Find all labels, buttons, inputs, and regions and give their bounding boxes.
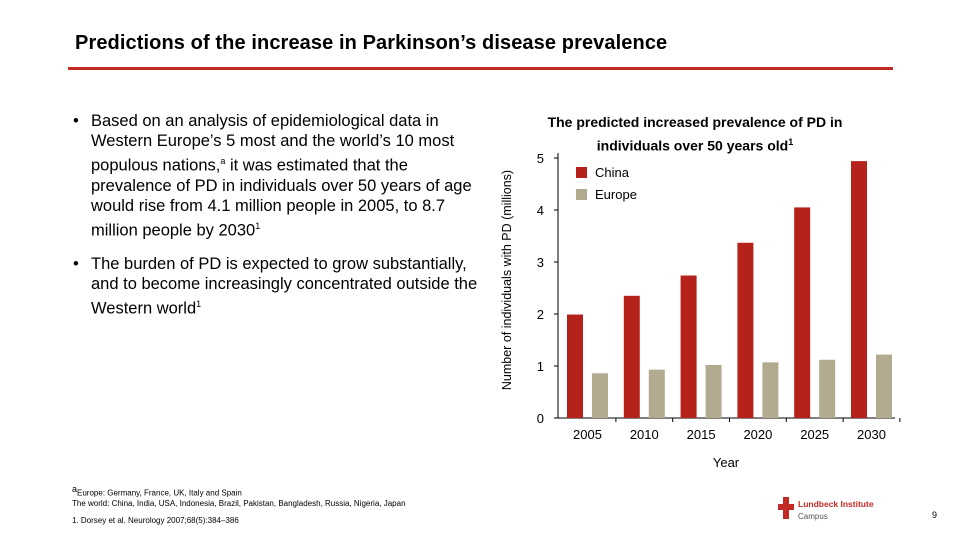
bar-china-2020 (737, 242, 754, 418)
x-axis-label: Year (713, 455, 740, 470)
y-tick-label: 4 (537, 203, 544, 218)
footnote-europe: aEurope: Germany, France, UK, Italy and … (72, 484, 242, 498)
bullet-marker: • (73, 255, 79, 273)
y-tick-label: 3 (537, 255, 544, 270)
legend-label-europe: Europe (595, 187, 637, 202)
logo-text-line2: Campus (798, 512, 828, 521)
title-divider (68, 67, 893, 70)
y-tick-label: 1 (537, 359, 544, 374)
bullet-text: Based on an analysis of epidemiological … (91, 112, 455, 175)
chart-title-reference: 1 (788, 137, 794, 147)
logo-text-line1: Lundbeck Institute (798, 499, 874, 509)
red-cross-icon (778, 497, 794, 519)
bullet-text: The burden of PD is expected to grow sub… (91, 255, 478, 318)
page-number: 9 (932, 510, 938, 520)
footnote-definitions: aEurope: Germany, France, UK, Italy and … (72, 484, 406, 509)
bullet-list: • Based on an analysis of epidemiologica… (73, 111, 478, 333)
bar-china-2030 (851, 161, 867, 418)
legend-swatch-europe (576, 189, 587, 200)
x-tick-label: 2015 (687, 427, 716, 442)
x-tick-label: 2010 (630, 427, 659, 442)
y-tick-label: 5 (537, 151, 544, 166)
x-tick-label: 2020 (743, 427, 772, 442)
slide-title: Predictions of the increase in Parkinson… (75, 32, 668, 54)
bar-china-2005 (567, 314, 583, 418)
bar-europe-2025 (819, 359, 836, 418)
x-tick-label: 2005 (573, 427, 602, 442)
bar-china-2025 (794, 207, 811, 418)
legend-swatch-china (576, 167, 587, 178)
footnote-world: The world: China, India, USA, Indonesia,… (72, 498, 406, 508)
lundbeck-logo: Lundbeck Institute Campus (778, 497, 874, 521)
chart-title: The predicted increased prevalence of PD… (547, 114, 843, 154)
bar-china-2015 (680, 275, 697, 418)
bar-europe-2020 (762, 362, 779, 418)
x-tick-label: 2025 (800, 427, 829, 442)
y-tick-label: 0 (537, 411, 544, 426)
bullet-marker: • (73, 112, 79, 130)
bar-europe-2010 (648, 369, 665, 418)
bar-europe-2030 (876, 354, 892, 418)
legend-label-china: China (595, 165, 630, 180)
x-tick-label: 2030 (857, 427, 886, 442)
bar-europe-2015 (705, 364, 722, 418)
bullet-reference: 1 (255, 220, 261, 231)
bullet-text-cont: it was estimated that the prevalence of … (91, 156, 472, 240)
bullet-superscript: a (220, 156, 226, 166)
bullet-item: • The burden of PD is expected to grow s… (73, 254, 478, 319)
bar-europe-2005 (592, 373, 608, 418)
bar-china-2010 (623, 295, 640, 418)
bullet-reference: 1 (196, 299, 202, 309)
y-tick-label: 2 (537, 307, 544, 322)
bullet-item: • Based on an analysis of epidemiologica… (73, 111, 478, 240)
footnote-reference: 1. Dorsey et al. Neurology 2007;68(5):38… (72, 516, 239, 525)
